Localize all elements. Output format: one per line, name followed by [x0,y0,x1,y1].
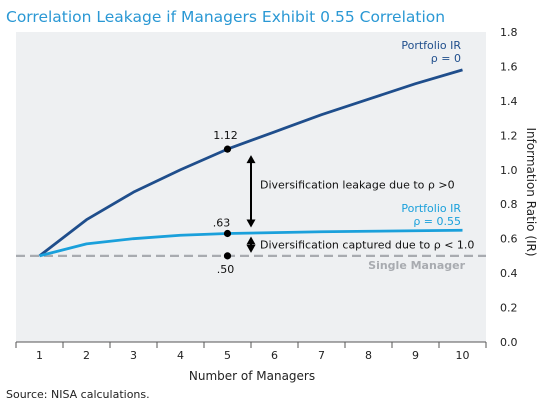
single-manager-label: Single Manager [368,259,465,272]
series-1-label: Portfolio IR [401,39,461,52]
marker-dot [223,252,232,260]
axes: 1 2 3 4 5 6 7 8 9 10 0.0 0.2 0.4 0.6 0.8 1.0 1.2 1.4 1.6 1.… [15,26,518,362]
x-tick-label: 9 [412,349,419,362]
y-tick-label: 1.6 [500,60,518,73]
y-axis-label: Information Ratio (IR) [524,127,538,256]
x-axis-label: Number of Managers [189,369,315,383]
series-1-label-rho: ρ = 0 [431,52,461,65]
leakage-annotation: Diversification leakage due to ρ >0 [260,178,455,191]
point-label-50: .50 [217,263,235,276]
y-tick-label: 0.2 [500,302,518,315]
y-tick-label: 1.0 [500,164,518,177]
y-tick-label: 0.0 [500,336,518,349]
y-tick-label: 1.4 [500,95,518,108]
marker-dot [223,145,232,153]
x-tick-label: 8 [365,349,372,362]
x-tick-label: 4 [177,349,184,362]
x-tick-label: 6 [271,349,278,362]
x-tick-label: 5 [224,349,231,362]
captured-arrow-head-bottom [246,244,256,253]
y-tick-label: 1.2 [500,129,518,142]
y-tick-label: 0.6 [500,233,518,246]
point-label-63: .63 [213,217,231,230]
series-line-2 [39,228,463,258]
chart-title: Correlation Leakage if Managers Exhibit … [6,8,445,26]
annotations: .50 .63 1.12 Diversification leakage due to… [213,129,475,276]
y-tick-label: 0.4 [500,267,518,280]
marker-dot [223,229,232,238]
y-tick-label: 1.8 [500,26,518,39]
series-2-label: Portfolio IR [401,202,461,215]
x-tick-label: 7 [318,349,325,362]
leakage-arrow-head-bottom [246,219,256,228]
y-tick-label: 0.8 [500,198,518,211]
x-tick-label: 1 [36,349,43,362]
source-note: Source: NISA calculations. [6,388,150,401]
x-tick-label: 3 [130,349,137,362]
series-2-label-rho: ρ = 0.55 [413,215,461,228]
x-tick-label: 10 [456,349,470,362]
x-tick-label: 2 [83,349,90,362]
captured-arrow [246,236,256,253]
point-label-112: 1.12 [213,129,238,142]
captured-arrow-head-top [246,236,256,245]
captured-annotation: Diversification captured due to ρ < 1.0 [260,239,474,252]
leakage-arrow [246,155,256,228]
series-line-1 [38,68,463,257]
leakage-arrow-head-top [246,155,256,164]
